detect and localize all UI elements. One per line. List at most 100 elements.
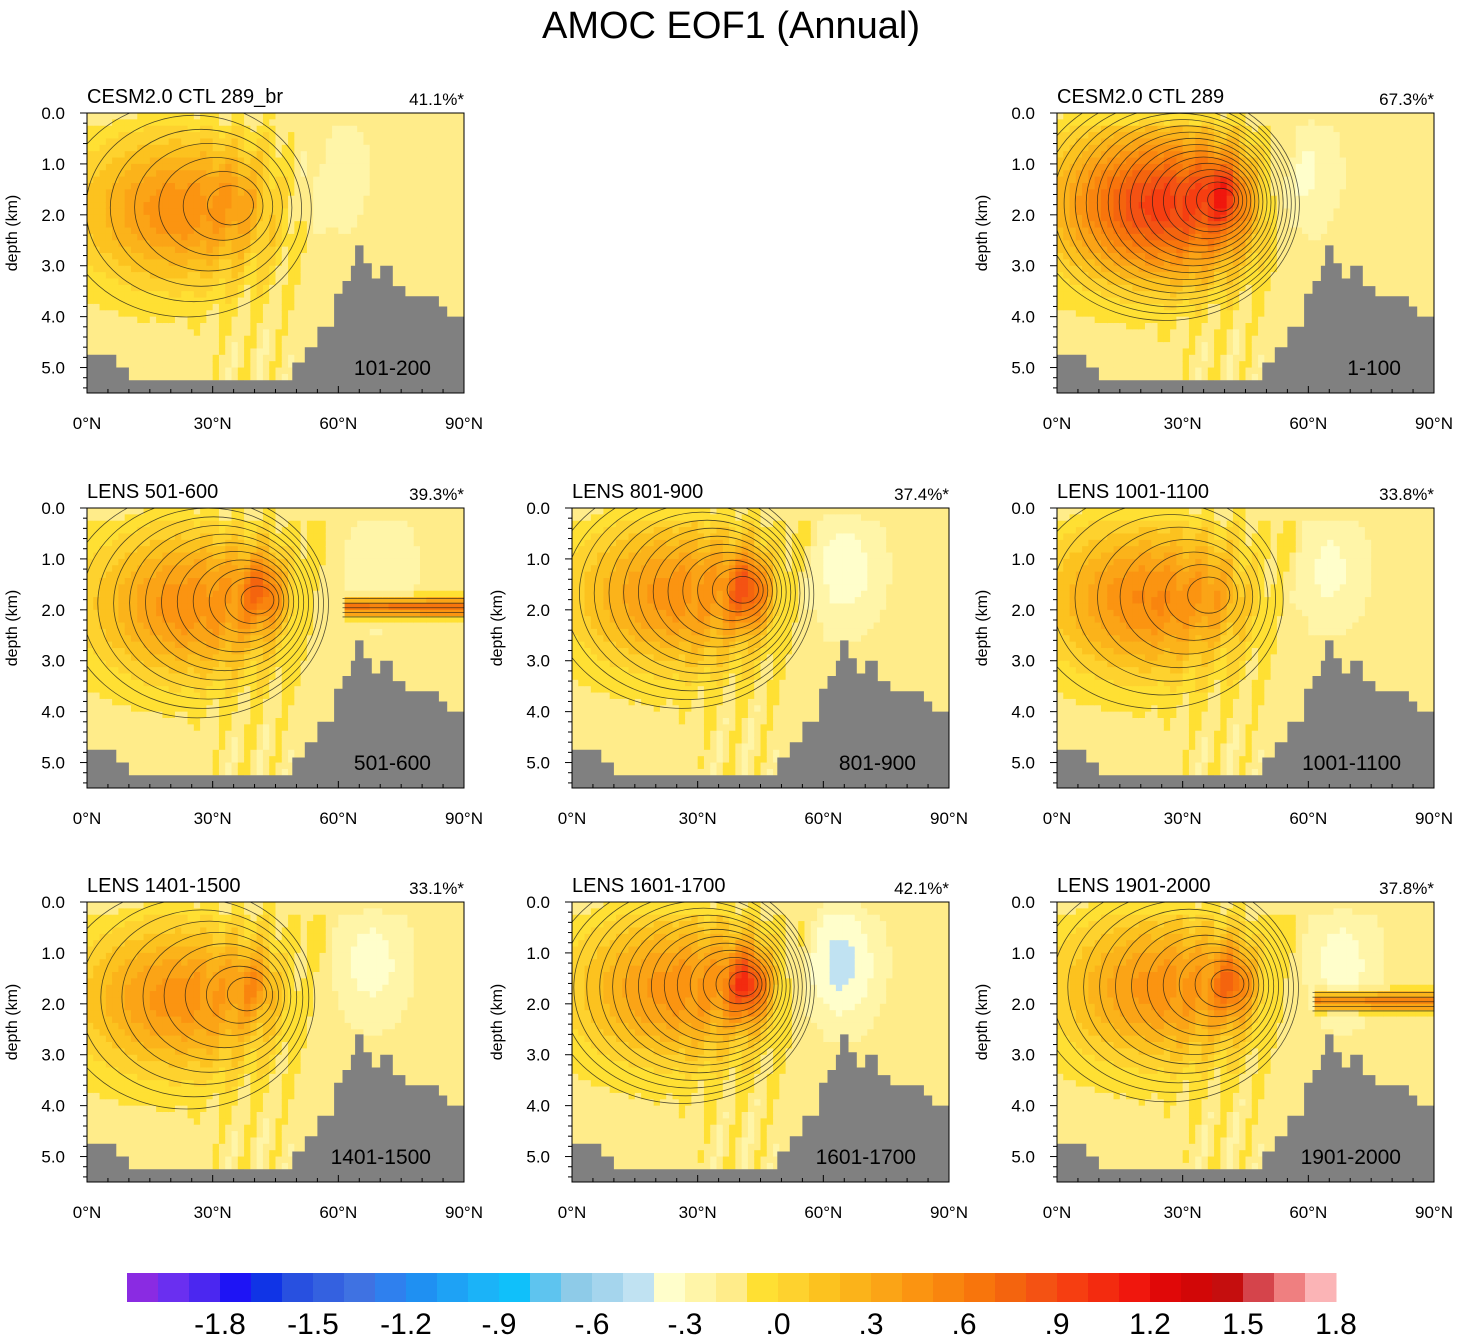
contour-line [1057, 508, 1284, 709]
y-tick-label: 2.0 [41, 601, 65, 620]
colorbar-label: -.6 [574, 1308, 609, 1341]
contour-line [205, 965, 273, 1024]
x-tick-label: 0°N [1043, 1203, 1072, 1222]
colorbar-swatch [592, 1273, 624, 1302]
x-tick-label: 30°N [1164, 1203, 1202, 1222]
y-tick-label: 3.0 [1011, 257, 1035, 276]
colorbar: -1.8 -1.5 -1.2 -.9 -.6 -.3 .0 .3 .6 .9 1.2 1.5 1.8 [127, 1273, 1357, 1341]
y-axis-label: depth (km) [974, 590, 991, 666]
contour-line [1129, 144, 1264, 260]
contour-line [145, 533, 305, 672]
period-label: 1001-1100 [1302, 752, 1401, 775]
eof-panel: 0°N 30°N 60°N 90°N 0.0 1.0 2.0 3.0 4.0 5.0 depth (… [4, 875, 483, 1222]
x-tick-label: 90°N [1415, 1203, 1453, 1222]
colorbar-swatch [654, 1273, 686, 1302]
contour-line [87, 902, 310, 1098]
contour-line [728, 971, 759, 997]
contour-line [1083, 902, 1284, 1074]
y-tick-label: 1.0 [41, 155, 65, 174]
period-label: 1901-2000 [1301, 1146, 1401, 1169]
bathymetry-mask [87, 245, 464, 393]
y-tick-label: 0.0 [1011, 499, 1035, 518]
period-label: 1601-1700 [816, 1146, 916, 1169]
y-axis-label: depth (km) [4, 984, 21, 1060]
bathymetry-mask [572, 1034, 949, 1182]
y-tick-label: 5.0 [1011, 359, 1035, 378]
y-tick-label: 2.0 [1011, 601, 1035, 620]
contour-lines [572, 508, 815, 709]
colorbar-swatch [437, 1273, 469, 1302]
colorbar-swatch [468, 1273, 500, 1302]
y-tick-label: 5.0 [1011, 754, 1035, 773]
contour-line [663, 935, 779, 1035]
colorbar-label: -1.2 [380, 1308, 432, 1341]
y-tick-label: 0.0 [41, 104, 65, 123]
contour-line [207, 185, 254, 226]
contour-line [689, 949, 771, 1020]
panel-title: LENS 1001-1100 [1057, 481, 1209, 503]
x-tick-label: 30°N [194, 809, 232, 828]
colorbar-swatch [158, 1273, 190, 1302]
contour-line [667, 543, 778, 639]
y-tick-label: 2.0 [526, 995, 550, 1014]
x-tick-label: 30°N [1164, 414, 1202, 433]
contour-line [142, 932, 292, 1061]
panel-title: LENS 501-600 [87, 481, 218, 503]
bathymetry-mask [1057, 640, 1434, 788]
eof-field [87, 113, 464, 393]
x-tick-label: 90°N [445, 414, 483, 433]
contour-line [1119, 539, 1254, 655]
contour-lines [1057, 113, 1300, 321]
y-axis-label: depth (km) [974, 984, 991, 1060]
eof-panel: 0°N 30°N 60°N 90°N 0.0 1.0 2.0 3.0 4.0 5.0 depth (… [4, 481, 483, 828]
y-tick-label: 4.0 [41, 703, 65, 722]
x-tick-label: 0°N [558, 809, 587, 828]
colorbar-swatch [995, 1273, 1027, 1302]
y-tick-label: 3.0 [1011, 652, 1035, 671]
colorbar-label: 1.8 [1315, 1308, 1357, 1341]
contour-line [623, 519, 792, 666]
contour-line [1142, 551, 1246, 641]
colorbar-swatch [1119, 1273, 1151, 1302]
colorbar-swatch [189, 1273, 221, 1302]
contour-line [1140, 150, 1260, 253]
bathymetry-mask [1057, 1034, 1434, 1182]
colorbar-swatch [406, 1273, 438, 1302]
variance-label: 67.3%* [1379, 90, 1434, 109]
contour-line [1099, 908, 1279, 1065]
contour-lines [572, 902, 815, 1104]
x-tick-label: 90°N [1415, 809, 1453, 828]
contour-line [1185, 175, 1244, 226]
x-tick-label: 90°N [930, 809, 968, 828]
colorbar-label: -.9 [481, 1308, 516, 1341]
bathymetry-mask [1057, 245, 1434, 393]
x-tick-label: 0°N [1043, 414, 1072, 433]
contour-line [240, 585, 275, 615]
eof-panel: 0°N 30°N 60°N 90°N 0.0 1.0 2.0 3.0 4.0 5.0 depth (… [974, 481, 1453, 828]
contour-line [572, 508, 815, 709]
contour-line [1057, 113, 1292, 308]
y-tick-label: 0.0 [1011, 104, 1035, 123]
x-tick-label: 0°N [558, 1203, 587, 1222]
colorbar-swatch [251, 1273, 283, 1302]
y-tick-label: 0.0 [526, 499, 550, 518]
contour-line [113, 516, 315, 690]
y-tick-label: 5.0 [1011, 1148, 1035, 1167]
contour-lines [87, 902, 316, 1110]
x-tick-label: 60°N [1289, 414, 1327, 433]
panel-title: LENS 1901-2000 [1057, 875, 1210, 897]
colorbar-swatch [1026, 1273, 1058, 1302]
contour-line [182, 171, 264, 241]
contour-line [1152, 156, 1256, 246]
contour-line [1085, 119, 1280, 287]
contour-line [579, 508, 805, 692]
colorbar-swatch [1274, 1273, 1306, 1302]
contour-line [163, 943, 286, 1049]
x-tick-label: 60°N [319, 809, 357, 828]
contour-line [726, 575, 759, 604]
contour-line [1057, 113, 1296, 314]
colorbar-swatch [902, 1273, 934, 1302]
y-axis-label: depth (km) [489, 590, 506, 666]
x-tick-label: 90°N [930, 1203, 968, 1222]
colorbar-swatch [1212, 1273, 1244, 1302]
